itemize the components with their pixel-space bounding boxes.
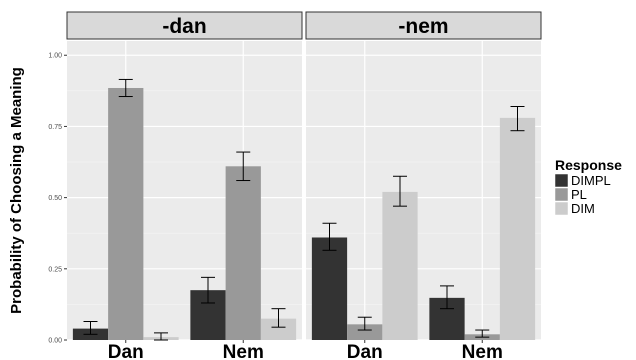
legend-label-dimpl: DIMPL (571, 173, 611, 188)
legend-title: Response (555, 157, 622, 173)
x-tick-label: Dan (347, 342, 383, 360)
y-tick-label: 0.00 (48, 338, 62, 345)
bar-dimpl (311, 237, 348, 340)
legend-label-dim: DIM (571, 201, 595, 216)
legend-label-pl: PL (571, 187, 587, 202)
y-tick-label: 0.75 (48, 124, 62, 131)
panel-background (67, 41, 302, 340)
bar-dim (499, 117, 536, 340)
bar-pl (225, 166, 261, 340)
y-axis: 0.00 0.25 0.50 0.75 1.00 (48, 53, 67, 345)
x-tick-label: Nem (223, 342, 264, 360)
facet-panels: -dan Dan Nem -nem Dan Nem (66, 11, 542, 360)
y-tick-label: 1.00 (48, 53, 62, 60)
facet-strip-title: -dan (162, 15, 206, 38)
bar-pl (347, 324, 383, 340)
y-axis-label: Probability of Choosing a Meaning (8, 67, 25, 314)
facet-strip (66, 11, 303, 40)
facet-panel-0: -dan Dan Nem (66, 11, 303, 360)
y-tick-label: 0.50 (48, 195, 62, 202)
x-tick-label: Dan (108, 342, 144, 360)
bar-dim (260, 318, 297, 340)
legend-key-dim (554, 201, 569, 216)
facet-strip-title: -nem (398, 15, 448, 38)
x-tick-label: Nem (462, 342, 503, 360)
y-tick-label: 0.25 (48, 266, 62, 273)
legend-key-pl (554, 187, 569, 202)
bar-dim (382, 191, 418, 340)
facet-strip (305, 11, 542, 40)
bar-pl (108, 87, 144, 340)
facet-panel-1: -nem Dan Nem (305, 11, 542, 360)
legend-key-dimpl (554, 173, 569, 188)
